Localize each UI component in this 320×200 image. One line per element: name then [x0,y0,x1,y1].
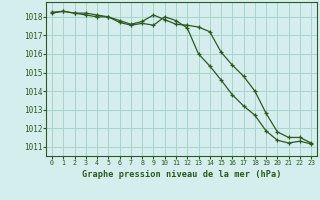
X-axis label: Graphe pression niveau de la mer (hPa): Graphe pression niveau de la mer (hPa) [82,170,281,179]
